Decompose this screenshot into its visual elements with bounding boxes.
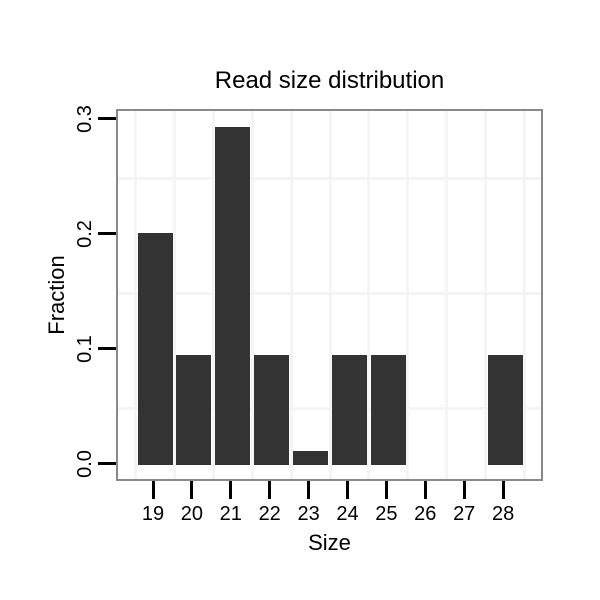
x-tick-mark (268, 481, 272, 499)
minor-gridline-vertical (445, 111, 449, 479)
minor-gridline-vertical (523, 111, 527, 479)
bar-24 (332, 355, 367, 466)
minor-gridline-vertical (289, 111, 293, 479)
y-tick-mark (98, 117, 116, 120)
minor-gridline-vertical (211, 111, 215, 479)
x-tick-mark (423, 481, 427, 499)
bar-25 (370, 355, 406, 466)
y-tick-label-0.0: 0.0 (74, 449, 96, 478)
x-tick-label-20: 20 (180, 503, 204, 525)
minor-gridline-vertical (484, 111, 488, 479)
minor-gridline-horizontal (118, 291, 541, 295)
x-tick-mark (229, 481, 233, 499)
minor-gridline-vertical (328, 111, 332, 479)
y-tick-mark (98, 462, 116, 465)
bar-19 (137, 233, 173, 466)
y-tick-label-0.2: 0.2 (74, 219, 96, 248)
minor-gridline-vertical (172, 111, 176, 479)
minor-gridline-vertical (406, 111, 410, 479)
x-tick-label-25: 25 (375, 503, 398, 525)
plot-panel (116, 109, 543, 481)
bar-28 (487, 355, 523, 466)
minor-gridline-horizontal (118, 176, 541, 180)
x-tick-label-26: 26 (414, 503, 437, 525)
minor-gridline-horizontal (118, 406, 541, 410)
minor-gridline-vertical (134, 111, 138, 479)
bar-23 (293, 450, 329, 466)
y-tick-mark (98, 347, 116, 350)
x-tick-mark (346, 481, 349, 499)
minor-gridline-vertical (250, 111, 254, 479)
y-tick-mark (98, 232, 116, 235)
x-tick-mark (151, 481, 155, 499)
y-tick-label-0.3: 0.3 (74, 104, 96, 133)
x-tick-mark (190, 481, 194, 499)
bar-21 (215, 127, 251, 466)
x-tick-label-27: 27 (453, 503, 476, 525)
chart-title: Read size distribution (214, 67, 445, 94)
y-axis-title: Fraction (44, 255, 69, 335)
x-tick-mark (384, 481, 388, 499)
bars-layer (118, 111, 541, 479)
x-tick-mark (462, 481, 466, 499)
minor-gridline-vertical (367, 111, 371, 479)
y-tick-label-0.1: 0.1 (74, 334, 96, 363)
x-tick-label-22: 22 (258, 503, 281, 525)
gridlines-layer (118, 111, 541, 479)
x-tick-mark (307, 481, 311, 499)
x-tick-label-28: 28 (491, 503, 515, 525)
bar-22 (254, 355, 290, 466)
x-tick-label-21: 21 (219, 503, 242, 525)
bar-20 (176, 355, 212, 466)
x-tick-label-23: 23 (297, 503, 320, 525)
x-tick-label-19: 19 (141, 503, 165, 525)
x-tick-label-24: 24 (336, 503, 359, 525)
x-axis-title: Size (308, 530, 351, 555)
x-tick-mark (501, 481, 505, 499)
